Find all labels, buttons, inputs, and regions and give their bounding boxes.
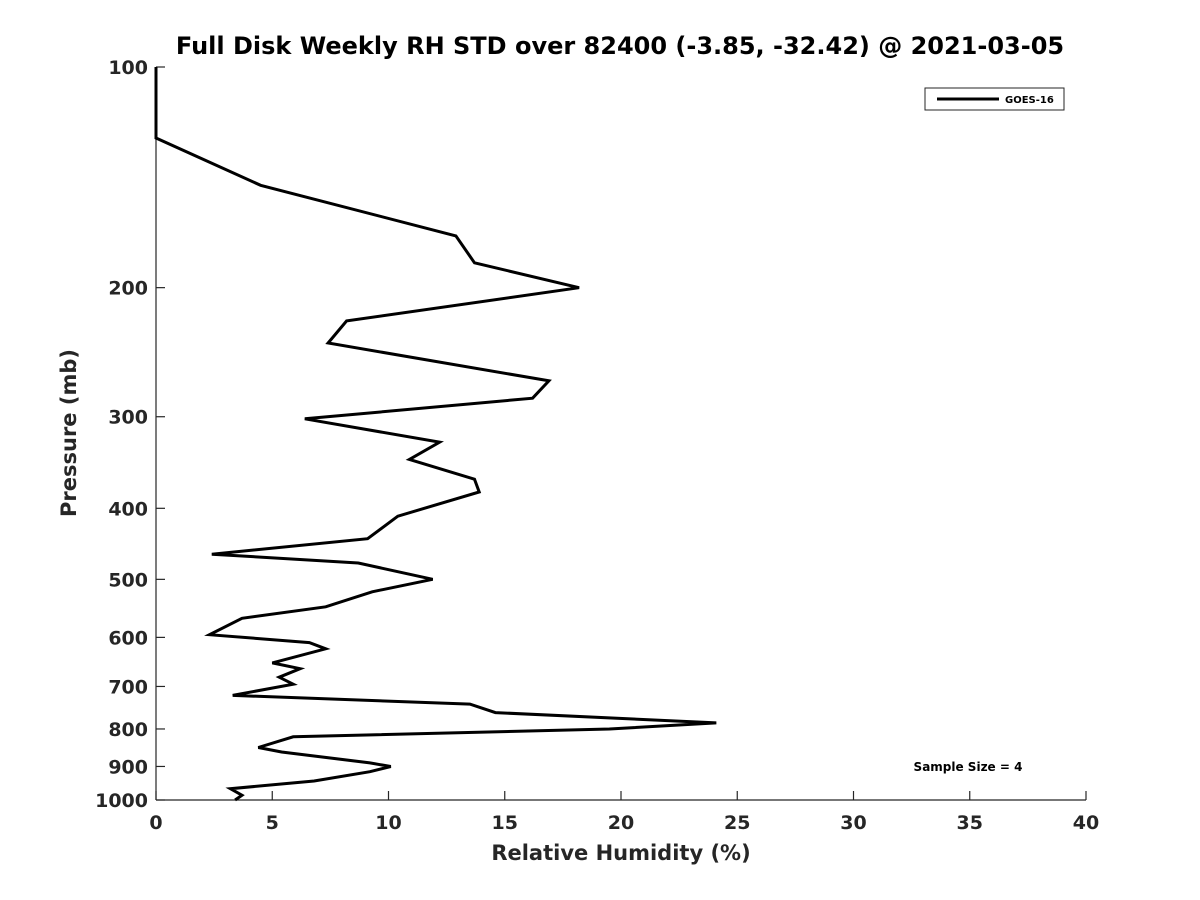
x-axis-ticks: 0 5 10 15 20 25 30 35 40 xyxy=(149,791,1099,834)
x-tick-label: 20 xyxy=(608,812,634,834)
y-tick-label: 600 xyxy=(108,627,148,649)
sample-size-annotation: Sample Size = 4 xyxy=(914,760,1023,774)
y-tick-label: 200 xyxy=(108,278,148,300)
y-tick-label: 700 xyxy=(108,676,148,698)
x-tick-label: 15 xyxy=(492,812,518,834)
x-tick-label: 25 xyxy=(724,812,750,834)
x-tick-label: 10 xyxy=(375,812,401,834)
y-axis-ticks: 100 200 300 400 500 600 700 800 900 1000 xyxy=(95,57,165,812)
chart-title: Full Disk Weekly RH STD over 82400 (-3.8… xyxy=(176,32,1064,60)
legend: GOES-16 xyxy=(924,87,1065,111)
series-line-goes-16 xyxy=(154,67,717,802)
x-tick-label: 35 xyxy=(957,812,983,834)
y-tick-label: 300 xyxy=(108,407,148,429)
y-tick-label: 1000 xyxy=(95,790,148,812)
legend-entry-goes-16: GOES-16 xyxy=(1005,95,1054,106)
y-tick-label: 500 xyxy=(108,569,148,591)
y-axis-label: Pressure (mb) xyxy=(57,349,81,517)
y-tick-label: 100 xyxy=(108,57,148,79)
y-tick-label: 800 xyxy=(108,719,148,741)
x-tick-label: 30 xyxy=(840,812,866,834)
x-axis-label: Relative Humidity (%) xyxy=(491,841,750,865)
y-tick-label: 400 xyxy=(108,498,148,520)
y-tick-label: 900 xyxy=(108,756,148,778)
series-lines xyxy=(154,67,717,802)
x-tick-label: 40 xyxy=(1073,812,1099,834)
x-tick-label: 5 xyxy=(266,812,279,834)
x-tick-label: 0 xyxy=(149,812,162,834)
